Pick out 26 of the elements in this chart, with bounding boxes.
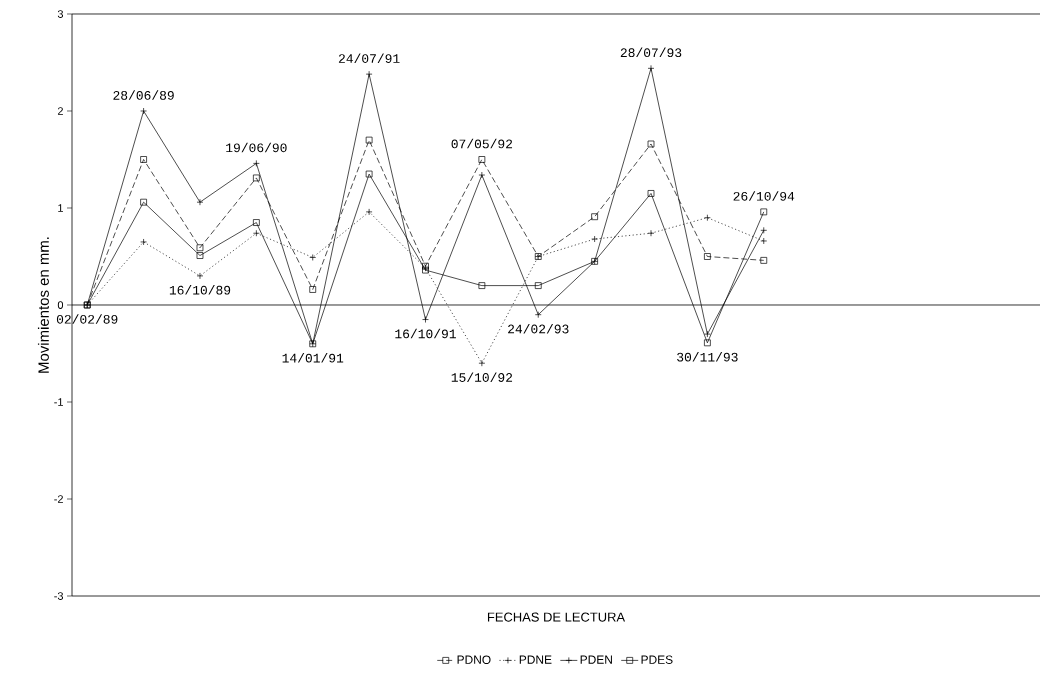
annotation: 28/06/89 bbox=[113, 90, 174, 100]
y-tick-label: 2 bbox=[57, 107, 63, 115]
legend-label: PDNO bbox=[457, 655, 491, 664]
y-tick-label: 3 bbox=[57, 10, 64, 18]
annotation: 02/02/89 bbox=[56, 314, 118, 324]
y-tick-label: -1 bbox=[54, 398, 63, 406]
legend-label: PDNE bbox=[519, 655, 552, 664]
annotation: 30/11/93 bbox=[677, 352, 738, 362]
annotation: 16/10/91 bbox=[395, 328, 456, 339]
annotation: 14/01/91 bbox=[282, 352, 344, 363]
annotation: 24/07/91 bbox=[338, 53, 400, 63]
y-tick-label: -3 bbox=[54, 592, 64, 600]
annotation: 24/02/93 bbox=[508, 323, 569, 334]
legend-label: PDES bbox=[641, 655, 673, 664]
x-axis-title: FECHAS DE LECTURA bbox=[487, 612, 626, 622]
annotation: 07/05/92 bbox=[451, 138, 513, 149]
y-tick-label: 0 bbox=[57, 301, 64, 309]
annotation: 28/07/93 bbox=[620, 47, 682, 58]
annotation: 15/10/92 bbox=[451, 372, 513, 382]
y-tick-label: 1 bbox=[58, 204, 63, 212]
annotation: 26/10/94 bbox=[733, 191, 795, 201]
y-axis-title: Movimientos en mm. bbox=[37, 237, 49, 373]
annotation: 16/10/89 bbox=[169, 285, 231, 295]
annotation: 19/06/90 bbox=[226, 142, 287, 153]
legend-label: PDEN bbox=[580, 655, 612, 664]
y-tick-label: -2 bbox=[54, 495, 63, 503]
